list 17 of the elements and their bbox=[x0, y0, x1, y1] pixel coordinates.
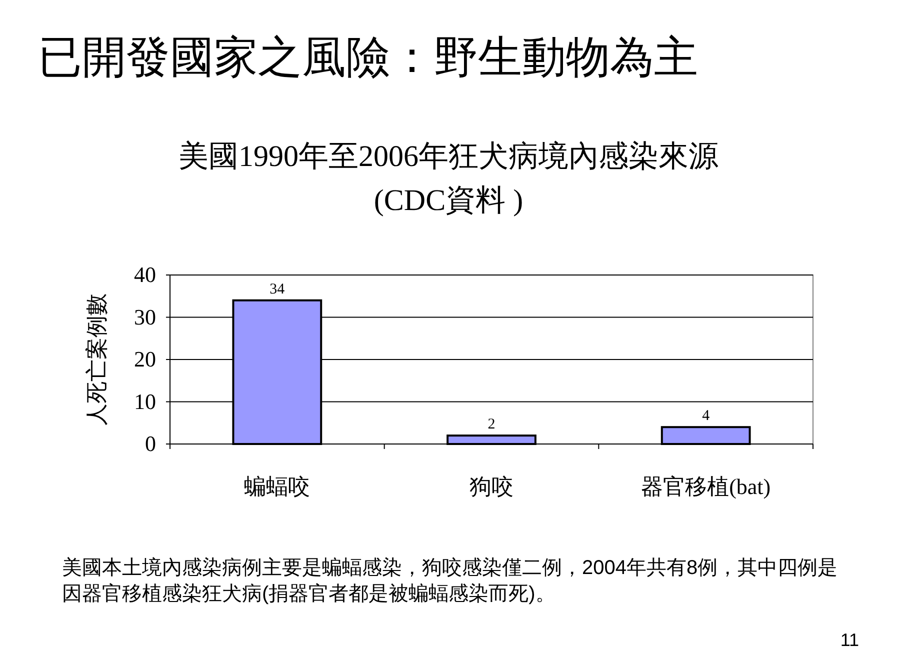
y-tick-label: 0 bbox=[145, 431, 156, 456]
x-tick-label: 器官移植(bat) bbox=[641, 474, 771, 499]
annotation: (CDC資料 ) bbox=[372, 183, 524, 219]
data-label: 2 bbox=[488, 416, 496, 433]
subtitle: 美國1990年至2006年狂犬病境內感染來源 bbox=[178, 139, 720, 175]
annotation: 美國本土境內感染病例主要是蝙蝠感染，狗咬感染僅二例，2004年共有8例，其中四例是因器官移植感染狂犬病(捐器官者都是被蝙蝠感染而死)。 bbox=[62, 556, 839, 607]
x-tick-label: 蝙蝠咬 bbox=[244, 474, 310, 499]
data-label: 4 bbox=[702, 408, 710, 424]
y-tick-label: 40 bbox=[134, 262, 156, 287]
title: 已開發國家之風險：野生動物為主 bbox=[38, 32, 698, 84]
y-tick-label: 20 bbox=[134, 346, 156, 372]
x-tick-label: 狗咬 bbox=[470, 474, 514, 499]
y-tick-label: 10 bbox=[134, 388, 156, 414]
annotation: 11 bbox=[840, 630, 859, 651]
data-label: 34 bbox=[270, 281, 286, 298]
y-tick-label: 30 bbox=[134, 304, 156, 330]
y-axis-title: 人死亡案例數 bbox=[84, 294, 109, 426]
